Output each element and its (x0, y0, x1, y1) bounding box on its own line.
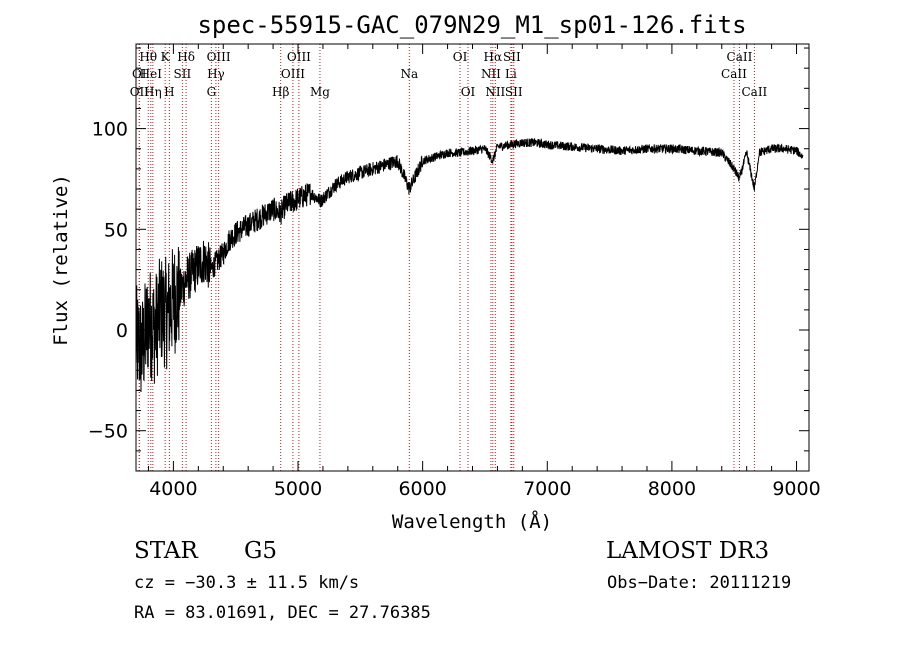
x-tick-label: 9000 (772, 478, 820, 500)
ra-dec-coords: RA = 83.01691, DEC = 27.76385 (134, 603, 431, 623)
object-class: STAR (134, 538, 198, 564)
obs-date: Obs−Date: 20111219 (607, 573, 792, 593)
line-marker-label: Hθ (139, 50, 157, 64)
line-marker-label: OII (130, 85, 150, 99)
line-marker-label: OI (461, 85, 476, 99)
line-marker-label: Hβ (272, 85, 289, 99)
plot-frame (135, 43, 810, 472)
y-tick-label: 100 (92, 119, 128, 141)
line-marker-label: OIII (207, 50, 231, 64)
line-marker-label: OI (453, 50, 468, 64)
y-tick-label: 0 (116, 320, 128, 342)
line-marker-label: OIII (287, 50, 311, 64)
line-marker-label: H (164, 85, 174, 99)
line-marker-label: CaII (741, 85, 767, 99)
y-tick-label: 50 (104, 219, 128, 241)
chart-title: spec-55915-GAC_079N29_M1_sp01-126.fits (197, 11, 746, 39)
x-tick-label: 5000 (274, 478, 322, 500)
object-subclass: G5 (244, 538, 278, 564)
line-marker-label: Hα (484, 50, 503, 64)
line-marker-label: OI (132, 67, 147, 81)
line-marker-label: CaII (721, 67, 747, 81)
line-marker-label: HeI (140, 67, 163, 81)
line-marker-label: Na (400, 67, 418, 81)
line-marker-label: OIII (281, 67, 305, 81)
x-tick-label: 4000 (149, 478, 197, 500)
line-marker-label: SII (174, 67, 192, 81)
emission-line-markers (138, 44, 755, 471)
line-marker-label: Hδ (177, 50, 195, 64)
line-marker-label: G (207, 85, 217, 99)
line-marker-label: K (161, 50, 171, 64)
redshift-cz: cz = −30.3 ± 11.5 km/s (134, 573, 360, 593)
axis-ticks: 4000 5000 6000 7000 8000 9000 −50 0 50 100 (88, 44, 821, 500)
x-tick-label: 6000 (398, 478, 446, 500)
survey-name: LAMOST DR3 (606, 538, 770, 564)
line-marker-label: Li (505, 67, 517, 81)
line-marker-label: SII (505, 85, 523, 99)
y-axis-label: Flux (relative) (50, 174, 72, 346)
x-tick-label: 7000 (523, 478, 571, 500)
line-marker-label: NII (485, 85, 505, 99)
line-labels: OIOIIHθHeIHηKHSIIHδGHγOIIIHβOIIIOIIIMgNa… (130, 50, 768, 99)
line-marker-label: SII (503, 50, 521, 64)
x-tick-label: 8000 (648, 478, 696, 500)
line-marker-label: NII (481, 67, 501, 81)
spectrum-line (135, 137, 804, 393)
line-marker-label: Hγ (207, 67, 225, 81)
series-layer (135, 137, 804, 393)
line-marker-label: Hη (144, 85, 162, 99)
x-axis-label: Wavelength (Å) (392, 510, 552, 533)
line-marker-label: CaII (727, 50, 753, 64)
y-tick-label: −50 (88, 421, 128, 443)
line-marker-label: Mg (310, 85, 330, 99)
